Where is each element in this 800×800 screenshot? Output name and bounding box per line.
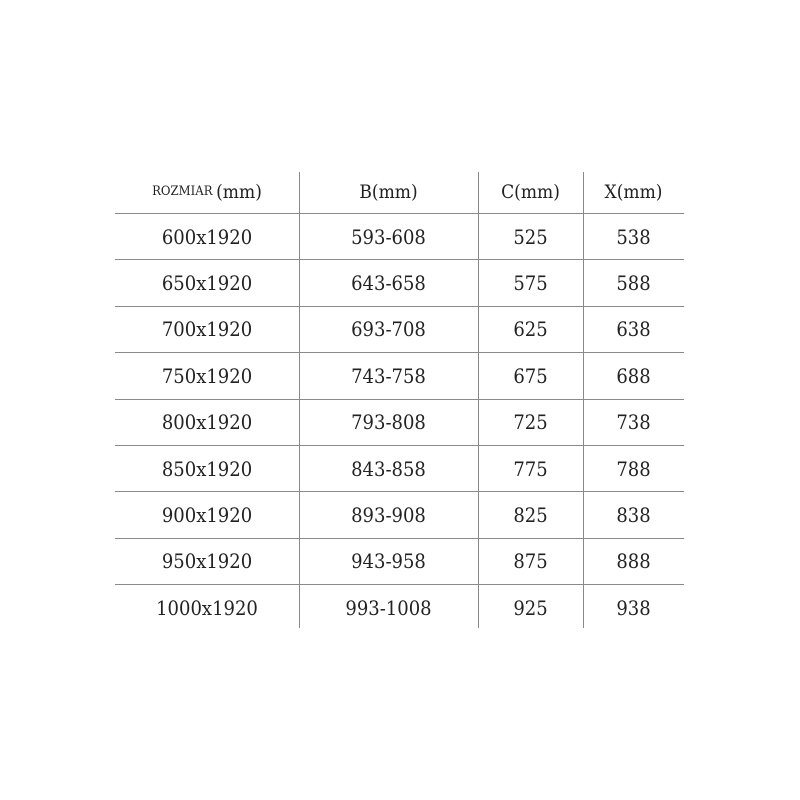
table-row: 900x1920 893-908 825 838 — [115, 492, 684, 539]
table-cell: 650x1920 — [161, 271, 253, 296]
table-header-row: ROZMIAR (mm) B (mm) C (mm) X (mm) — [115, 170, 684, 214]
table-cell: 800x1920 — [161, 410, 253, 435]
table-cell: 825 — [513, 503, 548, 528]
table-cell: 788 — [616, 456, 651, 481]
column-divider — [583, 172, 584, 628]
table-cell: 688 — [616, 363, 651, 388]
table-row: 650x1920 643-658 575 588 — [115, 260, 684, 307]
table-cell: 1000x1920 — [156, 596, 258, 621]
table-cell: 850x1920 — [161, 456, 253, 481]
table-cell: 625 — [513, 317, 548, 342]
table-cell: 538 — [616, 224, 651, 249]
table-cell: 700x1920 — [161, 317, 253, 342]
table-cell: 843-858 — [351, 456, 426, 481]
table-cell: 888 — [616, 549, 651, 574]
header-unit: (mm) — [514, 180, 560, 203]
table-cell: 875 — [513, 549, 548, 574]
table-cell: 900x1920 — [161, 503, 253, 528]
table-row: 700x1920 693-708 625 638 — [115, 307, 684, 354]
header-unit: (mm) — [371, 180, 418, 203]
table-cell: 938 — [616, 596, 651, 621]
header-b: B (mm) — [308, 170, 469, 213]
column-divider — [299, 172, 300, 628]
table-cell: 600x1920 — [161, 224, 253, 249]
header-label: X — [604, 180, 617, 203]
table-cell: 525 — [513, 224, 548, 249]
header-unit: (mm) — [216, 180, 262, 203]
table-cell: 893-908 — [351, 503, 426, 528]
table-row: 750x1920 743-758 675 688 — [115, 353, 684, 400]
header-x: X (mm) — [588, 170, 679, 213]
table-cell: 638 — [616, 317, 651, 342]
header-label: B — [359, 180, 372, 203]
table-cell: 693-708 — [351, 317, 426, 342]
table-cell: 750x1920 — [161, 363, 253, 388]
table-cell: 838 — [616, 503, 651, 528]
column-divider — [478, 172, 479, 628]
header-rozmiar: ROZMIAR (mm) — [124, 170, 290, 213]
table-cell: 925 — [513, 596, 548, 621]
table-row: 600x1920 593-608 525 538 — [115, 214, 684, 261]
header-c: C (mm) — [483, 170, 578, 213]
table-cell: 588 — [616, 271, 651, 296]
table-row: 850x1920 843-858 775 788 — [115, 446, 684, 493]
table-cell: 993-1008 — [345, 596, 432, 621]
table-row: 800x1920 793-808 725 738 — [115, 400, 684, 446]
table-cell: 593-608 — [351, 224, 426, 249]
table-cell: 793-808 — [351, 410, 426, 435]
header-label: ROZMIAR — [152, 184, 213, 199]
table-cell: 643-658 — [351, 271, 426, 296]
header-label: C — [501, 180, 515, 203]
table-cell: 738 — [616, 410, 651, 435]
table-cell: 950x1920 — [161, 549, 253, 574]
size-table: ROZMIAR (mm) B (mm) C (mm) X (mm) 600x1920 59… — [115, 170, 684, 632]
table-cell: 675 — [513, 363, 548, 388]
table-row: 1000x1920 993-1008 925 938 — [115, 585, 684, 631]
table-cell: 943-958 — [351, 549, 426, 574]
table-row: 950x1920 943-958 875 888 — [115, 539, 684, 586]
table-cell: 775 — [513, 456, 548, 481]
table-cell: 575 — [513, 271, 548, 296]
table-cell: 743-758 — [351, 363, 426, 388]
header-unit: (mm) — [616, 180, 663, 203]
table-cell: 725 — [513, 410, 548, 435]
